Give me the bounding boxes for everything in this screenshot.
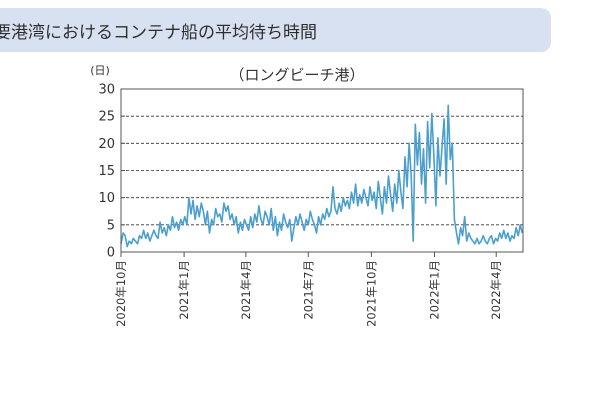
series-line: [120, 104, 524, 248]
x-tick-label: 2021年1月: [177, 260, 191, 320]
y-tick-label: 5: [107, 218, 115, 233]
y-tick-label: 10: [98, 191, 115, 206]
chart-title: （ロングビーチ港）: [229, 66, 364, 84]
gridlines: [121, 115, 523, 226]
y-axis-unit-label: (日): [90, 64, 110, 77]
header-banner: 要港湾におけるコンテナ船の平均待ち時間: [0, 8, 551, 52]
y-tick-label: 30: [98, 83, 115, 98]
x-axis-ticks: 2020年10月 2021年1月 2021年4月 2021年7月 2021年10月 202…: [114, 252, 503, 327]
x-tick-label: 2020年10月: [114, 260, 128, 327]
x-tick-label: 2022年1月: [428, 260, 442, 320]
y-axis-ticks: 0 5 10 15 20 25 30: [98, 83, 125, 261]
x-tick-label: 2022年4月: [489, 260, 503, 320]
plot-frame: [120, 88, 524, 253]
y-tick-label: 25: [98, 110, 115, 125]
x-tick-label: 2021年7月: [301, 260, 315, 320]
header-title: 要港湾におけるコンテナ船の平均待ち時間: [0, 22, 317, 43]
y-tick-label: 15: [98, 164, 115, 179]
x-tick-label: 2021年4月: [239, 260, 253, 320]
series-group: [120, 104, 524, 248]
y-tick-label: 0: [107, 246, 115, 261]
x-tick-label: 2021年10月: [364, 260, 378, 327]
y-tick-label: 20: [98, 137, 115, 152]
